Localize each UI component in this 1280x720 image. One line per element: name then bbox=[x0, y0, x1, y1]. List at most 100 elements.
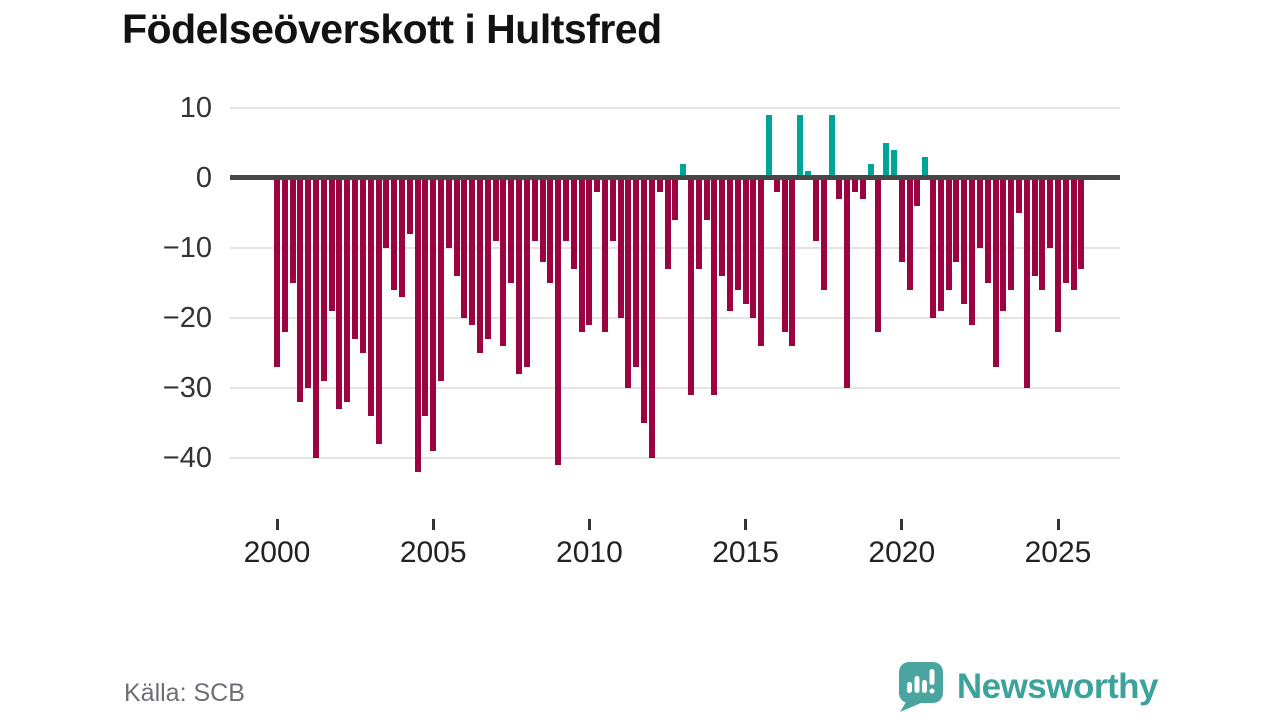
positive-bar bbox=[867, 163, 874, 175]
negative-bar bbox=[320, 180, 327, 381]
positive-bar bbox=[766, 114, 773, 175]
negative-bar bbox=[781, 180, 788, 332]
negative-bar bbox=[812, 180, 819, 241]
negative-bar bbox=[492, 180, 499, 241]
x-axis-tick-mark bbox=[275, 519, 279, 530]
negative-bar bbox=[633, 180, 640, 367]
negative-bar bbox=[274, 180, 280, 367]
negative-bar bbox=[719, 180, 726, 276]
negative-bar bbox=[609, 180, 616, 241]
negative-bar bbox=[344, 180, 351, 402]
negative-bar bbox=[414, 180, 421, 472]
negative-bar bbox=[750, 180, 757, 318]
negative-bar bbox=[1062, 180, 1069, 283]
negative-bar bbox=[398, 180, 405, 297]
negative-bar bbox=[570, 180, 577, 269]
negative-bar bbox=[906, 180, 913, 290]
negative-bar bbox=[836, 180, 843, 199]
negative-bar bbox=[461, 180, 468, 318]
negative-bar bbox=[1008, 180, 1015, 290]
negative-bar bbox=[508, 180, 515, 283]
gridline bbox=[230, 386, 1120, 389]
positive-bar bbox=[797, 114, 804, 175]
negative-bar bbox=[305, 180, 312, 388]
negative-bar bbox=[664, 180, 671, 269]
negative-bar bbox=[1015, 180, 1022, 213]
negative-bar bbox=[937, 180, 944, 311]
negative-bar bbox=[711, 180, 718, 395]
negative-bar bbox=[844, 180, 851, 388]
negative-bar bbox=[289, 180, 296, 283]
negative-bar bbox=[695, 180, 702, 269]
brand-lockup: Newsworthy bbox=[897, 661, 1159, 713]
negative-bar bbox=[1047, 180, 1054, 248]
negative-bar bbox=[945, 180, 952, 290]
negative-bar bbox=[562, 180, 569, 241]
negative-bar bbox=[773, 180, 780, 192]
negative-bar bbox=[617, 180, 624, 318]
negative-bar bbox=[406, 180, 413, 234]
y-axis-tick-label: −30 bbox=[162, 371, 212, 404]
negative-bar bbox=[352, 180, 359, 339]
negative-bar bbox=[430, 180, 437, 451]
zero-axis-line bbox=[230, 175, 1120, 180]
source-note: Källa: SCB bbox=[124, 679, 245, 707]
negative-bar bbox=[484, 180, 491, 339]
positive-bar bbox=[922, 156, 929, 175]
negative-bar bbox=[422, 180, 429, 416]
negative-bar bbox=[336, 180, 343, 409]
negative-bar bbox=[820, 180, 827, 290]
negative-bar bbox=[328, 180, 335, 311]
negative-bar bbox=[586, 180, 593, 325]
negative-bar bbox=[539, 180, 546, 262]
x-axis-tick-mark bbox=[431, 519, 435, 530]
negative-bar bbox=[1000, 180, 1007, 311]
gridline bbox=[230, 106, 1120, 109]
x-axis-tick-label: 2000 bbox=[243, 536, 311, 569]
negative-bar bbox=[477, 180, 484, 353]
negative-bar bbox=[726, 180, 733, 311]
x-axis-tick-mark bbox=[900, 519, 904, 530]
y-axis-tick-label: −20 bbox=[162, 301, 212, 334]
x-axis-tick-mark bbox=[744, 519, 748, 530]
negative-bar bbox=[703, 180, 710, 220]
negative-bar bbox=[367, 180, 374, 416]
negative-bar bbox=[656, 180, 663, 192]
negative-bar bbox=[914, 180, 921, 206]
y-axis-tick-label: −10 bbox=[162, 231, 212, 264]
negative-bar bbox=[976, 180, 983, 248]
negative-bar bbox=[930, 180, 937, 318]
gridline bbox=[230, 456, 1120, 459]
negative-bar bbox=[602, 180, 609, 332]
negative-bar bbox=[969, 180, 976, 325]
negative-bar bbox=[453, 180, 460, 276]
y-axis-tick-label: −40 bbox=[162, 441, 212, 474]
negative-bar bbox=[500, 180, 507, 346]
negative-bar bbox=[961, 180, 968, 304]
negative-bar bbox=[898, 180, 905, 262]
negative-bar bbox=[742, 180, 749, 304]
negative-bar bbox=[641, 180, 648, 423]
negative-bar bbox=[297, 180, 304, 402]
negative-bar bbox=[391, 180, 398, 290]
negative-bar bbox=[313, 180, 320, 458]
x-axis-tick-label: 2015 bbox=[712, 536, 779, 569]
negative-bar bbox=[547, 180, 554, 283]
negative-bar bbox=[1031, 180, 1038, 276]
negative-bar bbox=[851, 180, 858, 192]
negative-bar bbox=[758, 180, 765, 346]
negative-bar bbox=[438, 180, 444, 381]
x-axis-tick-label: 2025 bbox=[1024, 536, 1092, 569]
negative-bar bbox=[648, 180, 655, 458]
negative-bar bbox=[578, 180, 585, 332]
negative-bar bbox=[555, 180, 562, 465]
negative-bar bbox=[1078, 180, 1085, 269]
negative-bar bbox=[734, 180, 741, 290]
negative-bar bbox=[672, 180, 679, 220]
negative-bar bbox=[359, 180, 366, 353]
negative-bar bbox=[984, 180, 991, 283]
positive-bar bbox=[890, 149, 897, 175]
gridline bbox=[230, 316, 1120, 319]
negative-bar bbox=[687, 180, 694, 395]
